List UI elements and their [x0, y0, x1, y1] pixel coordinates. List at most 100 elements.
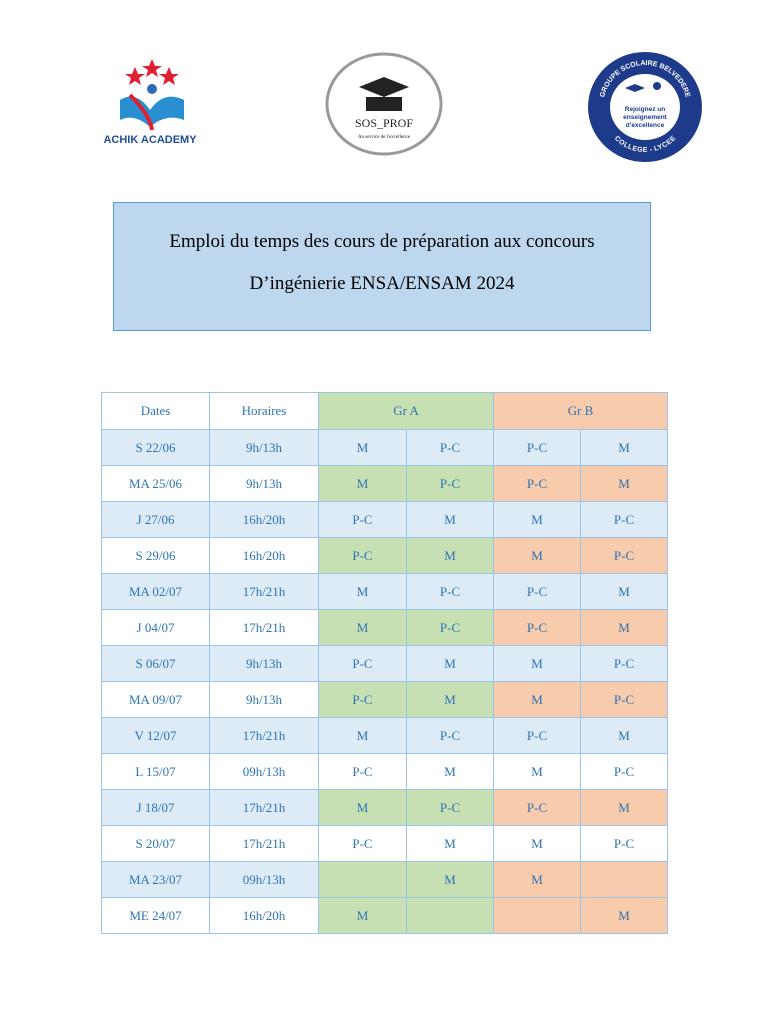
table-cell: M	[318, 429, 407, 466]
table-cell: 9h/13h	[209, 645, 319, 682]
table-cell: P-C	[405, 609, 495, 646]
table-cell: P-C	[493, 465, 582, 502]
table-cell: J 27/06	[101, 501, 210, 538]
table-cell: M	[580, 717, 669, 754]
table-cell: M	[405, 645, 495, 682]
header-cell: Gr A	[317, 392, 495, 430]
table-row: J 04/07 17h/21h M P-C P-C M	[101, 609, 669, 646]
table-cell: P-C	[493, 429, 582, 466]
table-cell: P-C	[318, 681, 407, 718]
schedule-table: Dates Horaires Gr A Gr B S 22/06 9h/13h M P…	[101, 392, 669, 934]
table-row: MA 09/07 9h/13h P-C M M P-C	[101, 681, 669, 718]
table-cell: P-C	[493, 789, 582, 826]
table-cell: S 20/07	[101, 825, 210, 862]
title-line: D’ingénierie ENSA/ENSAM 2024	[249, 273, 515, 294]
table-row: S 29/06 16h/20h P-C M M P-C	[101, 537, 669, 574]
table-cell: P-C	[405, 789, 495, 826]
table-cell: M	[493, 681, 582, 718]
table-cell: M	[580, 897, 669, 934]
table-cell: M	[405, 861, 495, 898]
table-row: S 22/06 9h/13h M P-C P-C M	[101, 429, 669, 466]
table-cell: 17h/21h	[209, 573, 319, 610]
table-cell: M	[318, 609, 407, 646]
sos-prof-logo: SOS_PROF Au service de l'excellence	[325, 52, 443, 156]
table-row: ME 24/07 16h/20h M M	[101, 897, 669, 934]
table-cell: 9h/13h	[209, 429, 319, 466]
table-cell: P-C	[318, 825, 407, 862]
table-cell: P-C	[405, 717, 495, 754]
table-cell: P-C	[580, 537, 669, 574]
table-cell: P-C	[318, 753, 407, 790]
table-row: MA 23/07 09h/13h M M	[101, 861, 669, 898]
table-cell: M	[580, 465, 669, 502]
table-cell: M	[405, 501, 495, 538]
table-cell: M	[405, 537, 495, 574]
title-box: Emploi du temps des cours de préparation…	[113, 202, 651, 331]
table-cell: V 12/07	[101, 717, 210, 754]
table-cell: 16h/20h	[209, 537, 319, 574]
table-cell	[405, 897, 495, 934]
table-row: MA 02/07 17h/21h M P-C P-C M	[101, 573, 669, 610]
table-cell: M	[405, 753, 495, 790]
table-cell: P-C	[318, 645, 407, 682]
table-cell: P-C	[318, 537, 407, 574]
header-cell: Gr B	[493, 392, 669, 430]
table-row: S 20/07 17h/21h P-C M M P-C	[101, 825, 669, 862]
table-row: J 27/06 16h/20h P-C M M P-C	[101, 501, 669, 538]
table-cell: S 22/06	[101, 429, 210, 466]
table-cell: P-C	[493, 717, 582, 754]
table-cell: MA 25/06	[101, 465, 210, 502]
table-cell: 9h/13h	[209, 681, 319, 718]
table-body: S 22/06 9h/13h M P-C P-C M MA 25/06 9h/13h M P-C P…	[101, 429, 669, 934]
header-cell: Horaires	[209, 392, 319, 430]
table-cell: MA 23/07	[101, 861, 210, 898]
table-cell: M	[580, 789, 669, 826]
table-cell: M	[493, 753, 582, 790]
table-cell: 16h/20h	[209, 501, 319, 538]
table-cell: 16h/20h	[209, 897, 319, 934]
table-cell: L 15/07	[101, 753, 210, 790]
table-cell: MA 09/07	[101, 681, 210, 718]
table-cell	[580, 861, 669, 898]
table-row: J 18/07 17h/21h M P-C P-C M	[101, 789, 669, 826]
table-cell: S 29/06	[101, 537, 210, 574]
table-cell: M	[318, 465, 407, 502]
header-cell: Dates	[101, 392, 210, 430]
achik-logo: ACHIK ACADEMY	[103, 59, 197, 146]
table-cell: M	[405, 681, 495, 718]
table-cell: M	[318, 573, 407, 610]
table-cell: J 18/07	[101, 789, 210, 826]
table-row: MA 25/06 9h/13h M P-C P-C M	[101, 465, 669, 502]
achik-name: ACHIK ACADEMY	[103, 134, 197, 146]
table-cell: 9h/13h	[209, 465, 319, 502]
table-cell: M	[493, 861, 582, 898]
table-cell: 17h/21h	[209, 825, 319, 862]
table-cell: M	[580, 429, 669, 466]
table-cell: 09h/13h	[209, 861, 319, 898]
table-cell	[318, 861, 407, 898]
table-row: L 15/07 09h/13h P-C M M P-C	[101, 753, 669, 790]
table-cell: P-C	[580, 825, 669, 862]
table-cell: ME 24/07	[101, 897, 210, 934]
table-cell: P-C	[580, 681, 669, 718]
table-cell: P-C	[580, 753, 669, 790]
table-cell: P-C	[580, 501, 669, 538]
table-row: S 06/07 9h/13h P-C M M P-C	[101, 645, 669, 682]
table-cell: M	[493, 537, 582, 574]
table-row: V 12/07 17h/21h M P-C P-C M	[101, 717, 669, 754]
table-cell	[493, 897, 582, 934]
header-row: Dates Horaires Gr A Gr B	[101, 392, 669, 430]
table-cell: J 04/07	[101, 609, 210, 646]
belvedere-logo: GROUPE SCOLAIRE BELVEDERE COLLEGE - LYCE…	[588, 52, 702, 162]
sos-prof-tagline: Au service de l'excellence	[358, 135, 411, 140]
table-cell: M	[318, 897, 407, 934]
table-cell: M	[318, 717, 407, 754]
table-cell: P-C	[405, 573, 495, 610]
belvedere-motto-text: Rejoignez un enseignement d'excellence	[623, 106, 667, 129]
table-cell: P-C	[318, 501, 407, 538]
table-cell: P-C	[405, 465, 495, 502]
table-cell: 09h/13h	[209, 753, 319, 790]
table-cell: M	[318, 789, 407, 826]
belvedere-motto: Rejoignez un enseignement d'excellence	[623, 106, 667, 129]
